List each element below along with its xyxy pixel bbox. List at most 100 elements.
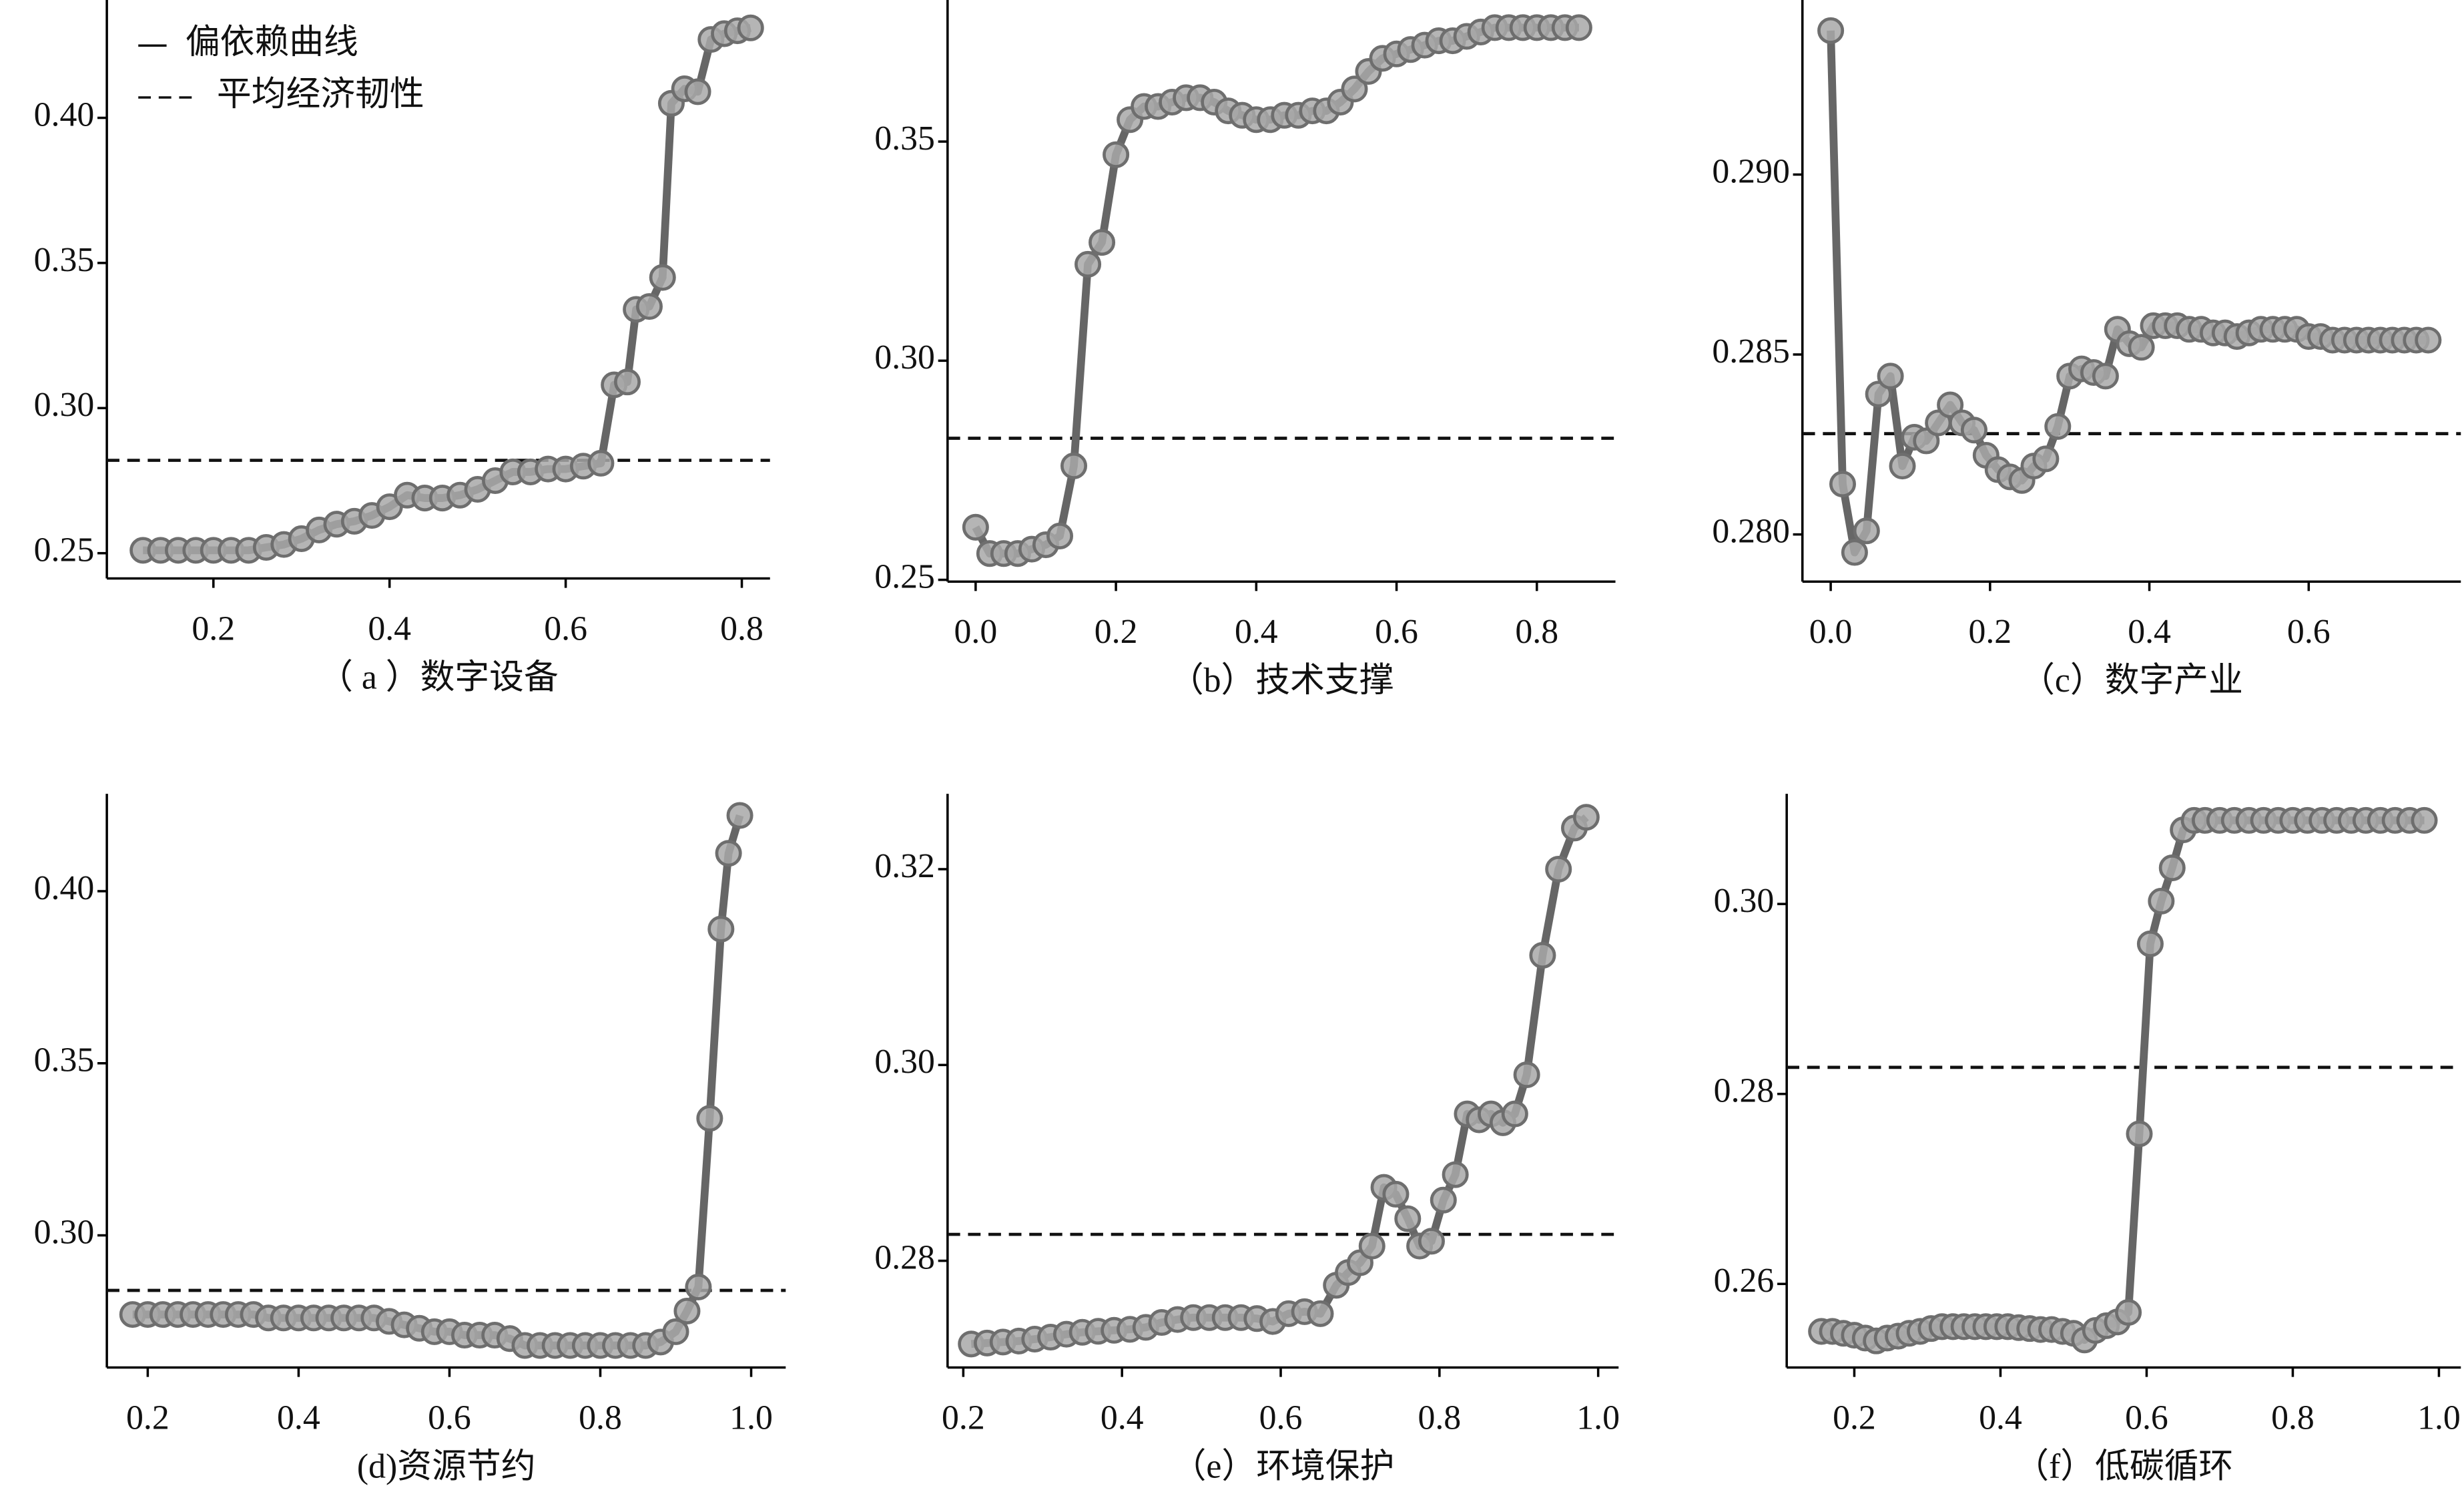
point	[1382, 1180, 1410, 1208]
point	[613, 368, 641, 396]
point	[1817, 17, 1845, 44]
y-tick-label: 0.25	[34, 531, 95, 569]
x-tick-label: 0.8	[1515, 613, 1558, 651]
x-tick-label: 0.2	[1095, 613, 1138, 651]
legend-label: 平均经济韧性	[217, 75, 424, 113]
point	[1074, 250, 1102, 278]
curve	[132, 814, 744, 1350]
point	[1442, 1161, 1469, 1188]
x-tick-label: 0.0	[1809, 613, 1853, 651]
point	[1513, 1061, 1540, 1089]
point	[1572, 804, 1600, 831]
point	[685, 1273, 712, 1300]
x-tick-label: 0.4	[368, 609, 411, 648]
x-tick-label: 0.2	[126, 1399, 170, 1437]
point	[2032, 445, 2060, 473]
point	[1853, 517, 1880, 545]
point	[2148, 887, 2175, 915]
point	[1529, 942, 1556, 969]
caption: （b）技术支撑	[1169, 662, 1394, 700]
x-tick-label: 0.8	[720, 609, 763, 648]
y-tick-label: 0.30	[34, 1213, 95, 1251]
y-tick-label: 0.30	[1714, 882, 1775, 920]
x-tick-label: 0.8	[2271, 1399, 2315, 1437]
point	[962, 513, 989, 541]
point	[1430, 1186, 1457, 1214]
x-tick-label: 0.4	[277, 1399, 320, 1437]
y-tick-label: 0.35	[34, 241, 95, 279]
x-tick-label: 1.0	[1576, 1399, 1620, 1437]
curve	[970, 814, 1589, 1348]
point	[1960, 417, 1987, 444]
y-tick-label: 0.280	[1712, 512, 1790, 550]
point	[1418, 1228, 1445, 1255]
point	[2126, 1120, 2153, 1148]
point	[1501, 1100, 1528, 1128]
point	[673, 1297, 701, 1324]
point	[1841, 539, 1868, 566]
point	[1341, 75, 1368, 103]
point	[684, 78, 711, 105]
point	[2115, 1298, 2142, 1326]
point	[1937, 391, 1964, 419]
x-tick-label: 0.6	[544, 609, 587, 648]
caption: （e）环境保护	[1172, 1447, 1395, 1485]
x-tick-label: 0.4	[1101, 1399, 1144, 1437]
x-tick-label: 0.6	[1259, 1399, 1303, 1437]
y-tick-label: 0.40	[34, 869, 95, 907]
y-tick-label: 0.35	[34, 1041, 95, 1079]
point	[1565, 14, 1592, 41]
y-tick-label: 0.35	[874, 119, 935, 158]
point	[1865, 381, 1892, 408]
caption: （c）数字产业	[2020, 662, 2243, 700]
x-tick-label: 0.4	[1235, 613, 1278, 651]
y-tick-label: 0.40	[34, 95, 95, 134]
y-tick-label: 0.25	[874, 557, 935, 595]
point	[649, 264, 676, 291]
point	[2411, 806, 2438, 834]
x-tick-label: 0.2	[192, 609, 235, 648]
x-tick-label: 0.8	[1418, 1399, 1461, 1437]
x-tick-label: 0.4	[1979, 1399, 2022, 1437]
x-tick-label: 0.6	[2287, 613, 2331, 651]
y-tick-label: 0.30	[34, 386, 95, 424]
point	[1103, 141, 1130, 168]
point	[1889, 453, 1916, 480]
x-tick-label: 0.2	[1968, 613, 2012, 651]
point	[2044, 413, 2072, 440]
point	[2136, 930, 2164, 957]
point	[696, 1105, 723, 1132]
point	[1358, 1232, 1385, 1260]
y-tick-label: 0.28	[874, 1239, 935, 1277]
x-tick-label: 1.0	[2417, 1399, 2461, 1437]
point	[1089, 229, 1116, 256]
point	[1307, 1300, 1334, 1327]
curve	[1827, 30, 2429, 557]
caption: （ a ）数字设备	[318, 658, 559, 696]
y-tick-label: 0.32	[874, 847, 935, 885]
point	[1877, 362, 1904, 390]
point	[1545, 855, 1572, 883]
y-tick-label: 0.26	[1714, 1262, 1775, 1300]
x-tick-label: 0.6	[1375, 613, 1418, 651]
point	[1046, 522, 1074, 549]
point	[1829, 471, 1857, 498]
caption: （f）低碳循环	[2014, 1447, 2233, 1485]
x-tick-label: 1.0	[729, 1399, 773, 1437]
y-tick-label: 0.30	[874, 338, 935, 377]
x-tick-label: 0.4	[2128, 613, 2171, 651]
point	[726, 802, 753, 829]
point	[635, 293, 663, 320]
x-tick-label: 0.6	[428, 1399, 471, 1437]
point	[1060, 452, 1088, 479]
point	[2128, 334, 2155, 361]
x-tick-label: 0.8	[579, 1399, 622, 1437]
legend-label: 偏依赖曲线	[186, 23, 358, 61]
curve	[1821, 816, 2425, 1345]
point	[1913, 427, 1940, 455]
caption: (d)资源节约	[357, 1447, 536, 1485]
point	[2415, 326, 2442, 354]
y-tick-label: 0.290	[1712, 152, 1790, 190]
